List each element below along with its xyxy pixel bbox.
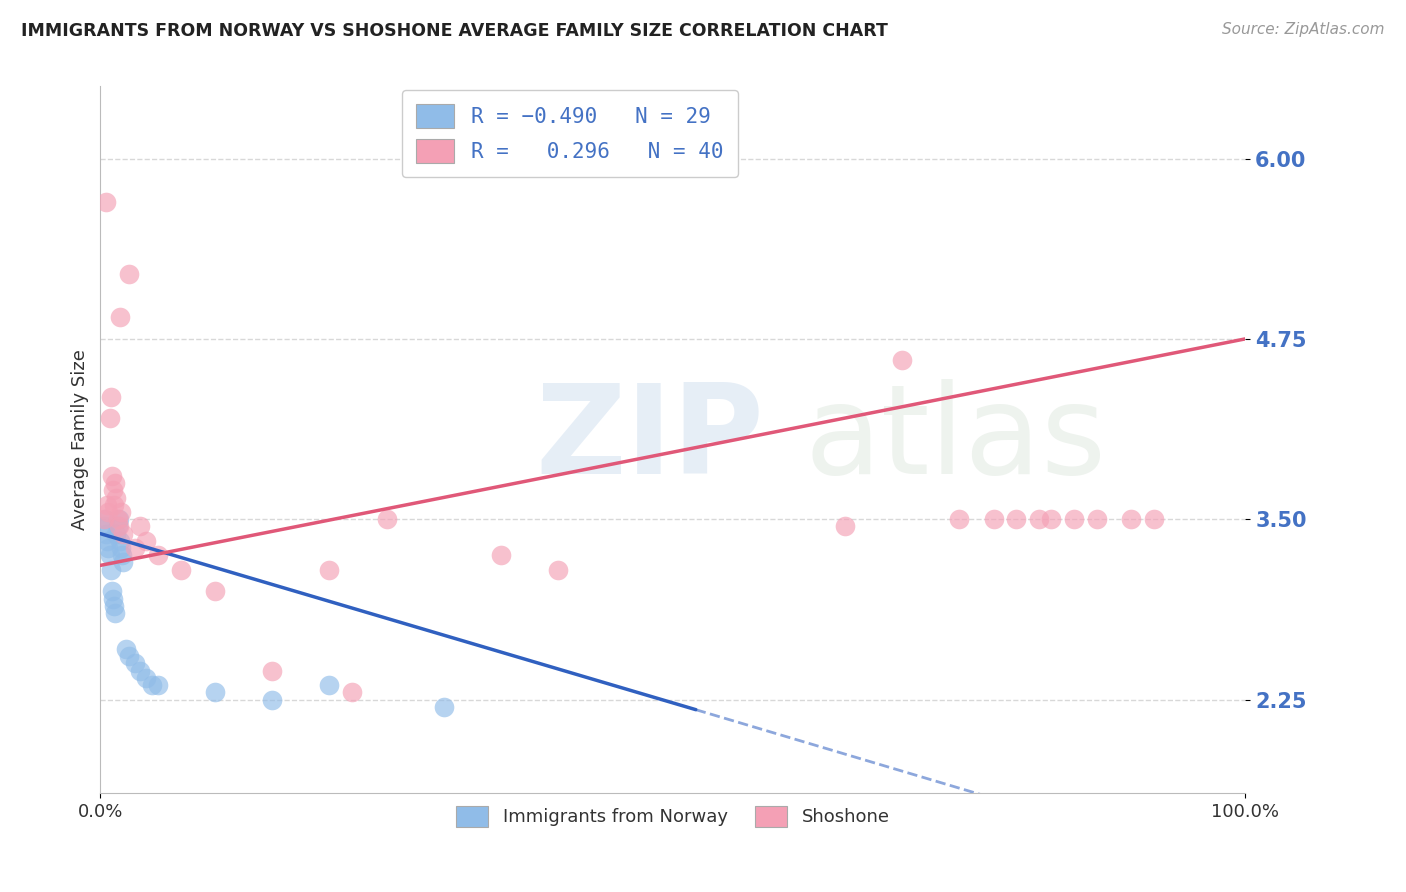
- Point: [108, 533, 131, 548]
- Point: [107, 519, 129, 533]
- Point: [105, 491, 128, 505]
- Point: [101, 469, 124, 483]
- Point: [1085, 512, 1108, 526]
- Point: [94, 526, 117, 541]
- Point: [101, 591, 124, 606]
- Point: [101, 584, 124, 599]
- Point: [318, 563, 340, 577]
- Point: [834, 519, 856, 533]
- Point: [104, 476, 127, 491]
- Point: [124, 657, 146, 671]
- Point: [112, 556, 135, 570]
- Point: [146, 678, 169, 692]
- Point: [948, 512, 970, 526]
- Point: [129, 519, 152, 533]
- Point: [1039, 512, 1062, 526]
- Point: [97, 505, 120, 519]
- Point: [169, 563, 191, 577]
- Point: [1028, 512, 1050, 526]
- Point: [124, 541, 146, 555]
- Point: [489, 549, 512, 563]
- Point: [141, 678, 163, 692]
- Text: ZIP: ZIP: [536, 379, 765, 500]
- Point: [318, 678, 340, 692]
- Point: [983, 512, 1005, 526]
- Point: [93, 512, 115, 526]
- Point: [547, 563, 569, 577]
- Point: [433, 699, 456, 714]
- Point: [1119, 512, 1142, 526]
- Point: [375, 512, 398, 526]
- Point: [111, 549, 134, 563]
- Point: [96, 533, 118, 548]
- Point: [107, 512, 129, 526]
- Point: [105, 526, 128, 541]
- Point: [100, 390, 122, 404]
- Point: [103, 498, 125, 512]
- Point: [204, 584, 226, 599]
- Point: [118, 649, 141, 664]
- Point: [110, 505, 132, 519]
- Point: [98, 549, 121, 563]
- Point: [110, 541, 132, 555]
- Point: [108, 310, 131, 325]
- Point: [129, 664, 152, 678]
- Point: [135, 533, 157, 548]
- Point: [93, 519, 115, 533]
- Point: [1063, 512, 1085, 526]
- Point: [96, 498, 118, 512]
- Point: [112, 526, 135, 541]
- Point: [100, 563, 122, 577]
- Point: [107, 519, 129, 533]
- Legend: Immigrants from Norway, Shoshone: Immigrants from Norway, Shoshone: [449, 798, 897, 834]
- Point: [135, 671, 157, 685]
- Point: [204, 685, 226, 699]
- Point: [104, 606, 127, 620]
- Point: [890, 353, 912, 368]
- Point: [1005, 512, 1028, 526]
- Point: [103, 599, 125, 613]
- Point: [1143, 512, 1166, 526]
- Point: [98, 411, 121, 425]
- Point: [114, 642, 136, 657]
- Point: [97, 541, 120, 555]
- Point: [94, 512, 117, 526]
- Text: IMMIGRANTS FROM NORWAY VS SHOSHONE AVERAGE FAMILY SIZE CORRELATION CHART: IMMIGRANTS FROM NORWAY VS SHOSHONE AVERA…: [21, 22, 889, 40]
- Y-axis label: Average Family Size: Average Family Size: [72, 350, 89, 530]
- Point: [118, 267, 141, 281]
- Point: [146, 549, 169, 563]
- Text: Source: ZipAtlas.com: Source: ZipAtlas.com: [1222, 22, 1385, 37]
- Point: [94, 194, 117, 209]
- Point: [107, 512, 129, 526]
- Point: [101, 483, 124, 498]
- Text: atlas: atlas: [804, 379, 1107, 500]
- Point: [262, 692, 284, 706]
- Point: [342, 685, 364, 699]
- Point: [262, 664, 284, 678]
